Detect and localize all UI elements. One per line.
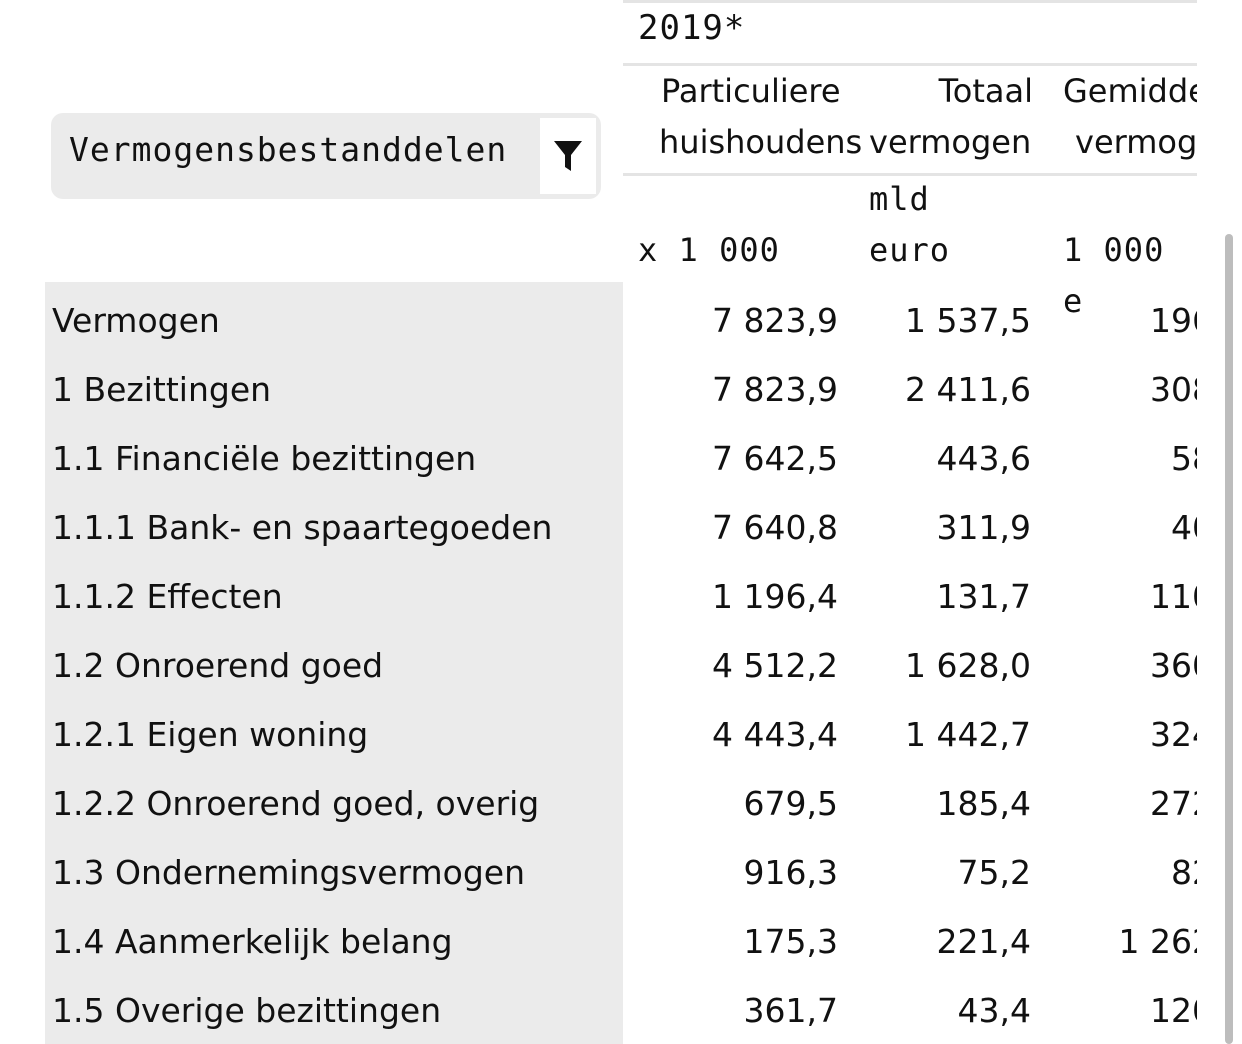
table-row: 1.3 Ondernemingsvermogen — [0, 839, 1242, 908]
funnel-filter-icon — [554, 141, 582, 171]
row-label[interactable]: 1.3 Ondernemingsvermogen — [52, 853, 526, 892]
table-cell: 110 — [1150, 577, 1197, 616]
table-cell: 4 443,4 — [712, 715, 838, 754]
column-header-total[interactable]: Totaal vermogen — [869, 72, 1033, 161]
table-row: 1.2.1 Eigen woning — [0, 701, 1242, 770]
table-cell: 324 — [1150, 715, 1197, 754]
row-label[interactable]: 1.2.1 Eigen woning — [52, 715, 369, 754]
year-divider — [623, 63, 1197, 66]
row-label[interactable]: 1.4 Aanmerkelijk belang — [52, 922, 453, 961]
row-label[interactable]: 1.1 Financiële bezittingen — [52, 439, 477, 478]
table-cell: 311,9 — [936, 508, 1031, 547]
table-cell: 120 — [1150, 991, 1197, 1030]
table-cell: 679,5 — [743, 784, 838, 823]
row-label-column — [45, 282, 623, 1044]
row-label[interactable]: 1.1.1 Bank- en spaartegoeden — [52, 508, 553, 547]
unit-total-line1: mld — [869, 180, 930, 218]
table-cell: 75,2 — [957, 853, 1031, 892]
filter-button[interactable] — [540, 118, 596, 194]
table-row: 1.5 Overige bezittingen — [0, 977, 1242, 1044]
table-cell: 916,3 — [743, 853, 838, 892]
row-label[interactable]: Vermogen — [52, 301, 220, 340]
table-cell: 7 642,5 — [712, 439, 838, 478]
table-row: 1.1.1 Bank- en spaartegoeden — [0, 494, 1242, 563]
row-label[interactable]: 1.5 Overige bezittingen — [52, 991, 442, 1030]
table-row: Vermogen — [0, 287, 1242, 356]
column-header-divider — [623, 173, 1197, 176]
table-cell: 272 — [1150, 784, 1197, 823]
row-label[interactable]: 1.1.2 Effecten — [52, 577, 283, 616]
table-cell: 196 — [1150, 301, 1197, 340]
dimension-filter — [51, 113, 601, 199]
table-cell: 4 512,2 — [712, 646, 838, 685]
table-row: 1.2 Onroerend goed — [0, 632, 1242, 701]
column-header-households[interactable]: Particuliere huishoudens — [659, 72, 863, 161]
table-cell: 7 640,8 — [712, 508, 838, 547]
unit-total-line2: euro — [869, 231, 951, 269]
table-cell: 7 823,9 — [712, 301, 838, 340]
table-row: 1 Bezittingen — [0, 356, 1242, 425]
table-row: 1.1.2 Effecten — [0, 563, 1242, 632]
table-cell: 40 — [1171, 508, 1197, 547]
table-cell: 1 196,4 — [712, 577, 838, 616]
table-row: 1.2.2 Onroerend goed, overig — [0, 770, 1242, 839]
unit-average: 1 000 e — [1063, 231, 1165, 320]
table-cell: 1 537,5 — [905, 301, 1031, 340]
table-cell: 7 823,9 — [712, 370, 838, 409]
table-cell: 58 — [1171, 439, 1197, 478]
table-cell: 360 — [1150, 646, 1197, 685]
table-cell: 361,7 — [743, 991, 838, 1030]
table-cell: 185,4 — [936, 784, 1031, 823]
table-cell: 443,6 — [936, 439, 1031, 478]
filter-label: Vermogensbestanddelen — [69, 130, 508, 169]
header-divider-top — [623, 0, 1197, 3]
table-row: 1.4 Aanmerkelijk belang — [0, 908, 1242, 977]
unit-households: x 1 000 — [638, 231, 780, 269]
row-label[interactable]: 1 Bezittingen — [52, 370, 272, 409]
table-row: 1.1 Financiële bezittingen — [0, 425, 1242, 494]
table-cell: 82 — [1171, 853, 1197, 892]
row-label[interactable]: 1.2.2 Onroerend goed, overig — [52, 784, 540, 823]
column-header-average[interactable]: Gemidde vermog — [1063, 72, 1197, 161]
row-label[interactable]: 1.2 Onroerend goed — [52, 646, 384, 685]
table-cell: 43,4 — [957, 991, 1031, 1030]
table-cell: 131,7 — [936, 577, 1031, 616]
table-cell: 1 628,0 — [905, 646, 1031, 685]
table-cell: 175,3 — [743, 922, 838, 961]
table-cell: 2 411,6 — [905, 370, 1031, 409]
table-cell: 308 — [1150, 370, 1197, 409]
table-cell: 221,4 — [936, 922, 1031, 961]
table-cell: 1 262 — [1118, 922, 1197, 961]
vertical-scrollbar[interactable] — [1225, 234, 1233, 1044]
data-area: Particuliere huishoudens Totaal vermogen… — [623, 66, 1197, 1044]
table-cell: 1 442,7 — [905, 715, 1031, 754]
year-header: 2019* — [638, 8, 746, 48]
